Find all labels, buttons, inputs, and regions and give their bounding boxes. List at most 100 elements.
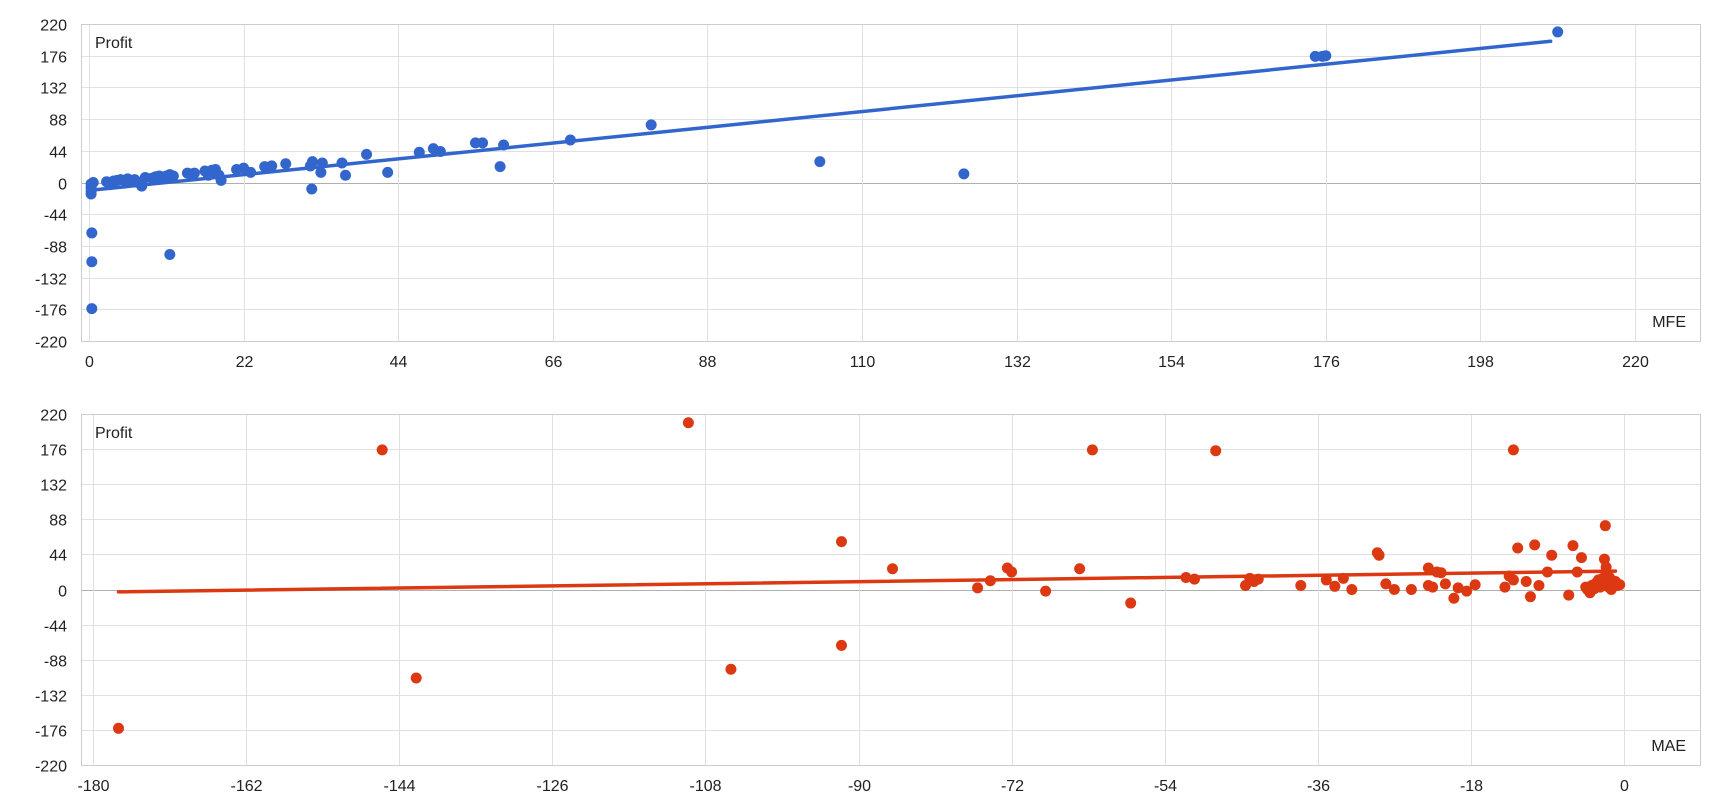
data-point xyxy=(1422,562,1434,574)
x-tick-label: 154 xyxy=(1158,354,1185,371)
data-point xyxy=(1252,573,1264,585)
x-tick-label: 198 xyxy=(1467,354,1494,371)
trendline xyxy=(87,39,1553,193)
data-point xyxy=(1295,580,1307,592)
data-point xyxy=(382,166,394,178)
y-tick-label: 0 xyxy=(58,584,67,601)
data-point xyxy=(1329,580,1341,592)
data-point xyxy=(306,183,318,195)
x-tick-label: 22 xyxy=(236,354,254,371)
data-point xyxy=(972,582,984,594)
data-point xyxy=(1405,584,1417,595)
y-tick-label: 176 xyxy=(40,50,67,67)
y-tick-label: -44 xyxy=(44,208,67,225)
x-tick-label: -126 xyxy=(536,778,568,795)
data-point xyxy=(835,536,847,548)
data-point xyxy=(1599,520,1611,532)
x-tick-label: -144 xyxy=(383,778,415,795)
data-point xyxy=(1452,582,1464,594)
x-tick-label: -180 xyxy=(77,778,109,795)
data-point xyxy=(1074,563,1086,575)
data-point xyxy=(245,166,257,178)
data-point xyxy=(1040,585,1052,597)
data-point xyxy=(1180,572,1192,584)
data-point xyxy=(339,169,351,181)
data-point xyxy=(315,166,327,178)
data-point xyxy=(1461,585,1473,597)
data-point xyxy=(1533,580,1545,592)
y-tick-label: 220 xyxy=(40,408,67,425)
y-tick-label: -176 xyxy=(35,303,67,320)
x-tick-label: -108 xyxy=(689,778,721,795)
x-tick-label: 66 xyxy=(545,354,563,371)
data-point xyxy=(87,177,99,188)
data-point xyxy=(167,170,179,182)
data-point xyxy=(1448,592,1460,604)
data-point xyxy=(86,227,98,239)
data-point xyxy=(1439,578,1451,590)
y-tick-label: -88 xyxy=(44,654,67,671)
x-axis-title: MFE xyxy=(1652,314,1686,331)
data-point xyxy=(494,161,506,173)
plot-frame xyxy=(81,414,1701,766)
data-point xyxy=(1499,581,1511,593)
data-point xyxy=(887,563,899,575)
data-point xyxy=(814,156,826,168)
y-tick-label: 220 xyxy=(40,18,67,35)
y-axis-title: Profit xyxy=(95,35,133,52)
data-point xyxy=(682,417,694,429)
data-point xyxy=(1086,444,1098,456)
data-point xyxy=(477,137,489,149)
data-point xyxy=(136,180,148,192)
data-point xyxy=(1210,445,1222,457)
x-tick-label: -18 xyxy=(1460,778,1483,795)
data-point xyxy=(1575,552,1587,564)
y-tick-label: 44 xyxy=(49,548,67,565)
data-point xyxy=(1380,578,1392,590)
data-point xyxy=(1529,539,1541,551)
data-point xyxy=(498,139,510,151)
data-point xyxy=(113,722,125,734)
data-point xyxy=(1541,566,1553,578)
data-point xyxy=(306,156,318,168)
data-point xyxy=(1388,584,1400,595)
data-point xyxy=(1320,50,1332,62)
data-point xyxy=(1520,576,1532,588)
data-point xyxy=(1507,574,1519,586)
data-point xyxy=(1571,566,1583,578)
x-tick-label: -72 xyxy=(1001,778,1024,795)
data-point xyxy=(1373,549,1385,561)
x-tick-label: 44 xyxy=(390,354,408,371)
x-tick-label: -162 xyxy=(230,778,262,795)
y-axis-title: Profit xyxy=(95,425,133,442)
data-point xyxy=(725,663,737,675)
y-tick-label: 88 xyxy=(49,513,67,530)
data-point xyxy=(1524,591,1536,603)
x-tick-label: 132 xyxy=(1004,354,1031,371)
data-point xyxy=(336,157,348,169)
x-axis-title: MAE xyxy=(1651,738,1686,755)
data-point xyxy=(434,146,446,158)
data-point xyxy=(410,672,422,684)
data-point xyxy=(316,157,328,169)
y-tick-label: 88 xyxy=(49,113,67,130)
data-point xyxy=(835,639,847,651)
plot-frame xyxy=(81,24,1701,342)
y-tick-label: -220 xyxy=(35,759,67,776)
y-tick-label: -88 xyxy=(44,240,67,257)
data-point xyxy=(645,119,657,131)
x-tick-label: 88 xyxy=(699,354,717,371)
data-point xyxy=(1320,574,1332,586)
data-point xyxy=(266,160,278,172)
x-tick-label: 176 xyxy=(1313,354,1340,371)
data-point xyxy=(1507,444,1519,456)
y-tick-label: 44 xyxy=(49,145,67,162)
data-point xyxy=(564,134,576,146)
x-tick-label: -90 xyxy=(848,778,871,795)
data-point xyxy=(1563,589,1575,601)
data-point xyxy=(1006,566,1018,578)
y-tick-label: -220 xyxy=(35,335,67,352)
data-point xyxy=(984,575,996,587)
